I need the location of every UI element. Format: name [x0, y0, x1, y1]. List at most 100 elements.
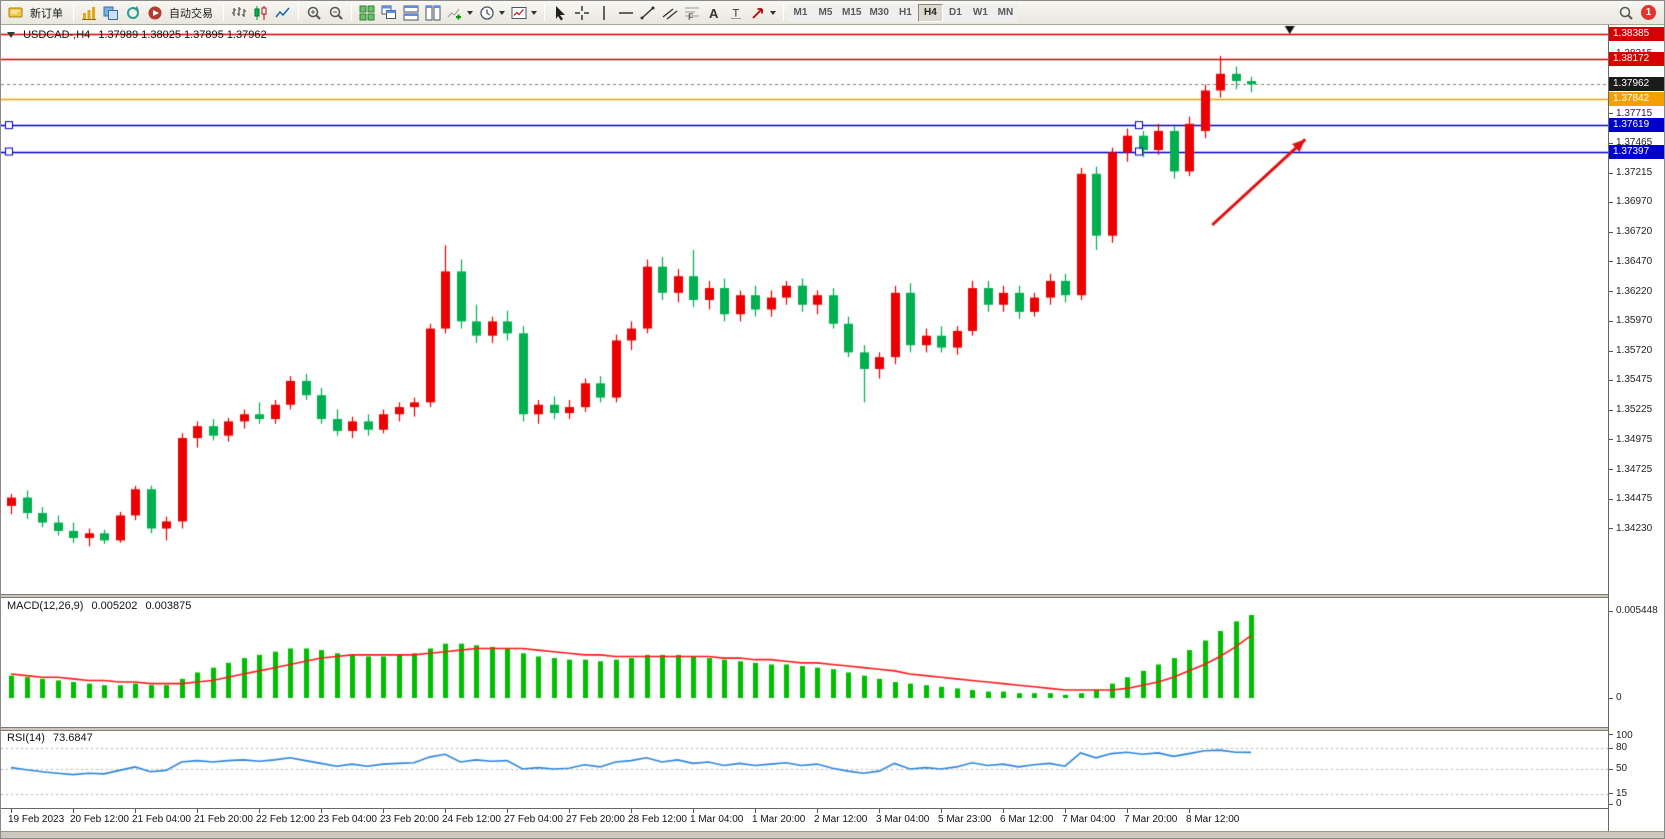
price-tick-mark: [1609, 291, 1613, 293]
channel-icon[interactable]: [659, 3, 681, 23]
refresh-icon[interactable]: [122, 3, 144, 23]
notification-badge[interactable]: 1: [1641, 5, 1656, 20]
price-tick-label: 1.34230: [1616, 522, 1653, 534]
panel-resize-handle-rsi[interactable]: [1, 727, 1664, 731]
time-axis-label: 5 Mar 23:00: [938, 814, 992, 825]
periods-icon[interactable]: [476, 3, 508, 23]
tile-horizontal-icon[interactable]: [400, 3, 422, 23]
price-scale-border: [1608, 25, 1609, 831]
time-tick-mark: [507, 809, 508, 813]
chart-type-group: [228, 3, 294, 23]
price-tick-label: 1.37715: [1616, 107, 1653, 119]
search-icon: [1618, 5, 1634, 21]
time-tick-mark: [693, 809, 694, 813]
price-tick-mark: [1609, 379, 1613, 381]
chart-frame-line: [1, 808, 1664, 809]
indicator-tick-mark: [1609, 768, 1613, 770]
timeframe-group: M1 M5 M15 M30 H1 H4 D1 W1 MN: [788, 3, 1018, 22]
chevron-down-icon: [467, 10, 473, 15]
trendline-icon[interactable]: [637, 3, 659, 23]
horizontal-line-icon[interactable]: [615, 3, 637, 23]
price-tick-label: 1.37465: [1616, 137, 1653, 149]
bar-chart-icon[interactable]: [228, 3, 250, 23]
window-arrange-group: [356, 3, 444, 23]
time-axis-label: 27 Feb 20:00: [566, 814, 625, 825]
cascade-windows-icon[interactable]: [378, 3, 400, 23]
new-order-button[interactable]: 新订单: [5, 3, 69, 23]
macd-label: MACD(12,26,9): [7, 600, 84, 612]
candlestick-icon[interactable]: [250, 3, 272, 23]
line-chart-icon[interactable]: [272, 3, 294, 23]
vertical-line-icon[interactable]: [593, 3, 615, 23]
time-axis-label: 23 Feb 20:00: [380, 814, 439, 825]
price-tick-label: 1.35970: [1616, 315, 1653, 327]
price-tick-mark: [1609, 320, 1613, 322]
rsi-header: RSI(14) 73.6847: [7, 732, 93, 744]
timeframe-button-mn[interactable]: MN: [992, 3, 1018, 22]
crosshair-icon[interactable]: [571, 3, 593, 23]
timeframe-button-d1[interactable]: D1: [942, 3, 968, 22]
time-tick-mark: [631, 809, 632, 813]
zoom-out-icon[interactable]: [325, 3, 347, 23]
zoom-group: [303, 3, 347, 23]
price-tick-mark: [1609, 439, 1613, 441]
price-badge: 1.37842: [1609, 91, 1664, 106]
time-tick-mark: [569, 809, 570, 813]
price-tick-label: 1.36970: [1616, 196, 1653, 208]
price-tick-label: 1.34475: [1616, 493, 1653, 505]
price-tick-label: 1.36720: [1616, 226, 1653, 238]
price-tick-mark: [1609, 172, 1613, 174]
time-axis-label: 1 Mar 20:00: [752, 814, 806, 825]
tile-windows-icon[interactable]: [356, 3, 378, 23]
macd-indicator-chart[interactable]: [1, 597, 1608, 727]
label-icon[interactable]: T: [725, 3, 747, 23]
panel-resize-handle-macd[interactable]: [1, 594, 1664, 598]
search-symbol-button[interactable]: [1615, 3, 1637, 23]
macd-signal-value: 0.003875: [145, 600, 192, 612]
time-axis-label: 20 Feb 12:00: [70, 814, 129, 825]
zoom-in-icon[interactable]: [303, 3, 325, 23]
window-bottom-edge: [1, 831, 1664, 838]
main-toolbar: 新订单 自动交易 F A T M1 M5 M15 M30 H1 H4 D1 W1 MN 1: [1, 1, 1664, 25]
chart-header: USDCAD-,H4 1.37989 1.38025 1.37895 1.379…: [7, 29, 267, 41]
time-tick-mark: [321, 809, 322, 813]
price-badge: 1.37397: [1609, 144, 1664, 159]
symbol-period-label: USDCAD-,H4: [23, 29, 91, 41]
autotrading-button[interactable]: 自动交易: [144, 3, 219, 23]
timeframe-button-m30[interactable]: M30: [865, 3, 893, 22]
templates-icon[interactable]: [508, 3, 540, 23]
one-click-trading-toggle-icon[interactable]: [7, 32, 15, 39]
timeframe-button-m15[interactable]: M15: [838, 3, 866, 22]
time-axis-label: 2 Mar 12:00: [814, 814, 868, 825]
rsi-indicator-chart[interactable]: [1, 730, 1608, 808]
new-chart-icon[interactable]: [78, 3, 100, 23]
fibonacci-icon[interactable]: F: [681, 3, 703, 23]
price-scale[interactable]: 1.382151.379651.377151.374651.372151.369…: [1609, 25, 1664, 831]
timeframe-button-w1[interactable]: W1: [967, 3, 993, 22]
macd-axis-label: 0: [1616, 692, 1622, 703]
cursor-icon[interactable]: [549, 3, 571, 23]
time-axis-label: 28 Feb 12:00: [628, 814, 687, 825]
indicator-tick-mark: [1609, 793, 1613, 794]
timeframe-button-m5[interactable]: M5: [813, 3, 838, 22]
timeframe-button-m1[interactable]: M1: [788, 3, 813, 22]
toolbar-separator: [298, 4, 299, 21]
time-tick-mark: [1189, 809, 1190, 813]
arrows-icon[interactable]: [747, 3, 779, 23]
time-tick-mark: [383, 809, 384, 813]
time-axis[interactable]: 19 Feb 2023 20 Feb 12:00 21 Feb 04:00 21 Fe…: [1, 809, 1608, 831]
price-tick-label: 1.34725: [1616, 463, 1653, 475]
price-tick-mark: [1609, 201, 1613, 203]
candlestick-chart[interactable]: [1, 25, 1608, 594]
profiles-icon[interactable]: [100, 3, 122, 23]
indicator-tick-mark: [1609, 733, 1613, 735]
timeframe-button-h1[interactable]: H1: [892, 3, 918, 22]
timeframe-button-h4[interactable]: H4: [917, 3, 943, 22]
tile-vertical-icon[interactable]: [422, 3, 444, 23]
text-icon[interactable]: A: [703, 3, 725, 23]
indicators-add-icon[interactable]: [444, 3, 476, 23]
price-badge: 1.37619: [1609, 118, 1664, 133]
price-tick-mark: [1609, 528, 1613, 530]
new-order-label: 新订单: [30, 7, 63, 20]
